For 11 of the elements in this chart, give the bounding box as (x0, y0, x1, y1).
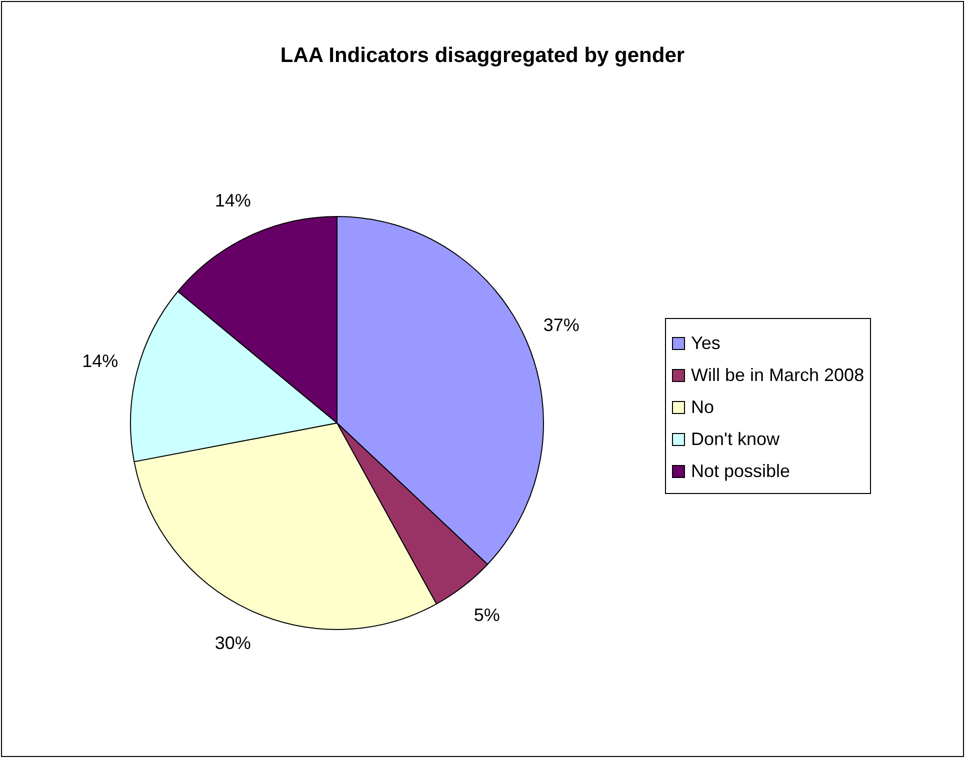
data-label: 37% (543, 314, 580, 335)
data-label: 30% (214, 633, 251, 654)
chart-title: LAA Indicators disaggregated by gender (279, 44, 686, 68)
legend-label: Not possible (691, 460, 790, 482)
data-label: 14% (82, 351, 118, 372)
legend-label: Yes (691, 332, 720, 354)
data-label: 5% (474, 605, 500, 626)
data-label: 14% (214, 190, 251, 211)
legend-label: Will be in March 2008 (691, 364, 864, 386)
legend-label: No (691, 396, 714, 418)
legend-label: Don't know (691, 428, 780, 450)
